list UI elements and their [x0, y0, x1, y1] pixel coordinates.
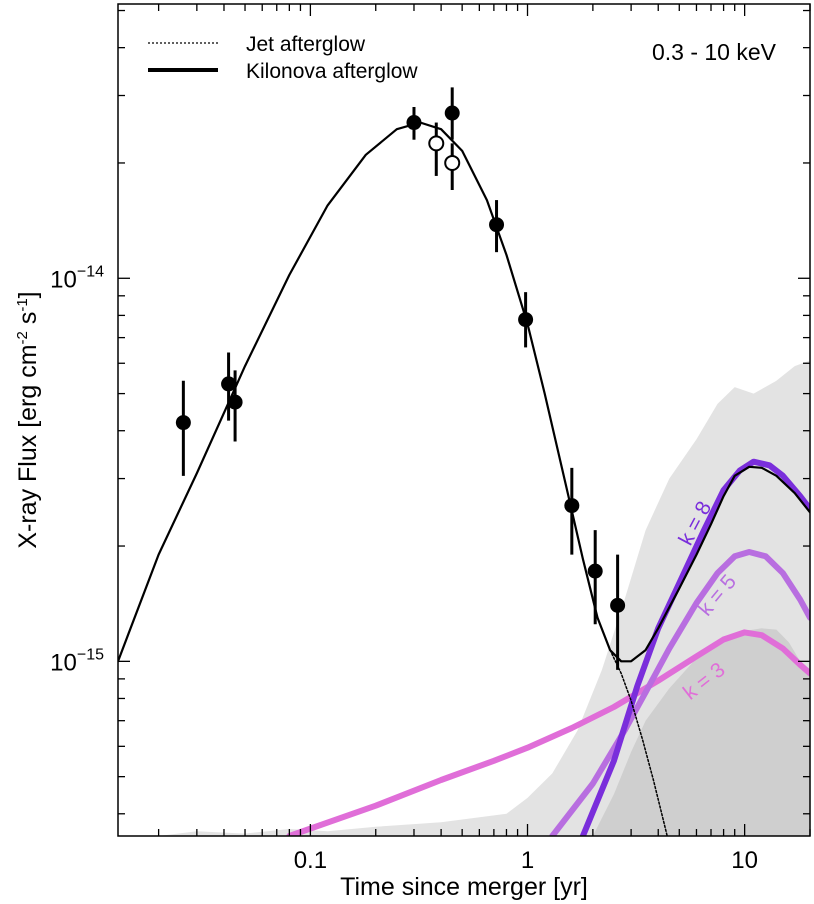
data-point	[610, 597, 626, 613]
band-0	[158, 360, 810, 836]
data-point	[221, 376, 237, 392]
y-axis-title-sup2: -1	[14, 298, 31, 311]
total-model-curve	[118, 121, 810, 663]
data-point	[444, 105, 460, 121]
curve-k3	[286, 629, 810, 836]
legend-label-kilonova: Kilonova afterglow	[246, 60, 418, 83]
bands	[158, 360, 810, 836]
data-point	[518, 312, 534, 328]
band-1	[592, 628, 810, 836]
data-point	[406, 115, 422, 131]
model-curves	[118, 121, 810, 836]
data-point	[227, 394, 243, 410]
data-point	[564, 498, 580, 514]
data-points	[175, 87, 626, 670]
curve-k8	[579, 458, 810, 836]
y-axis-title-end: ]	[14, 291, 42, 298]
energy-band-annotation: 0.3 - 10 keV	[652, 39, 777, 65]
y-axis-title: X-ray Flux [erg cm-2 s-1]	[14, 291, 42, 548]
open-data-point	[428, 135, 445, 152]
plot-frame	[117, 3, 811, 837]
y-axis-title-mid: s	[14, 312, 42, 331]
y-axis-title-sup1: -2	[14, 331, 31, 344]
y-tick-label: 10−14	[50, 263, 104, 293]
x-tick-label: 10	[731, 847, 758, 874]
y-tick-label: 10−15	[50, 646, 104, 676]
legend-label-jet: Jet afterglow	[246, 33, 366, 56]
x-tick-label: 0.1	[294, 847, 327, 874]
data-point	[489, 217, 505, 233]
legend: Jet afterglow Kilonova afterglow	[148, 33, 418, 83]
data-point	[175, 415, 191, 431]
x-tick-label: 1	[521, 847, 534, 874]
y-axis-title-main: X-ray Flux [erg cm	[14, 344, 42, 548]
data-point	[587, 563, 603, 579]
ticks: 0.1 1 10 10−15 10−14	[50, 4, 811, 874]
x-axis-title: Time since merger [yr]	[340, 873, 588, 901]
open-data-point	[444, 154, 461, 171]
jet-afterglow-curve	[609, 649, 668, 836]
